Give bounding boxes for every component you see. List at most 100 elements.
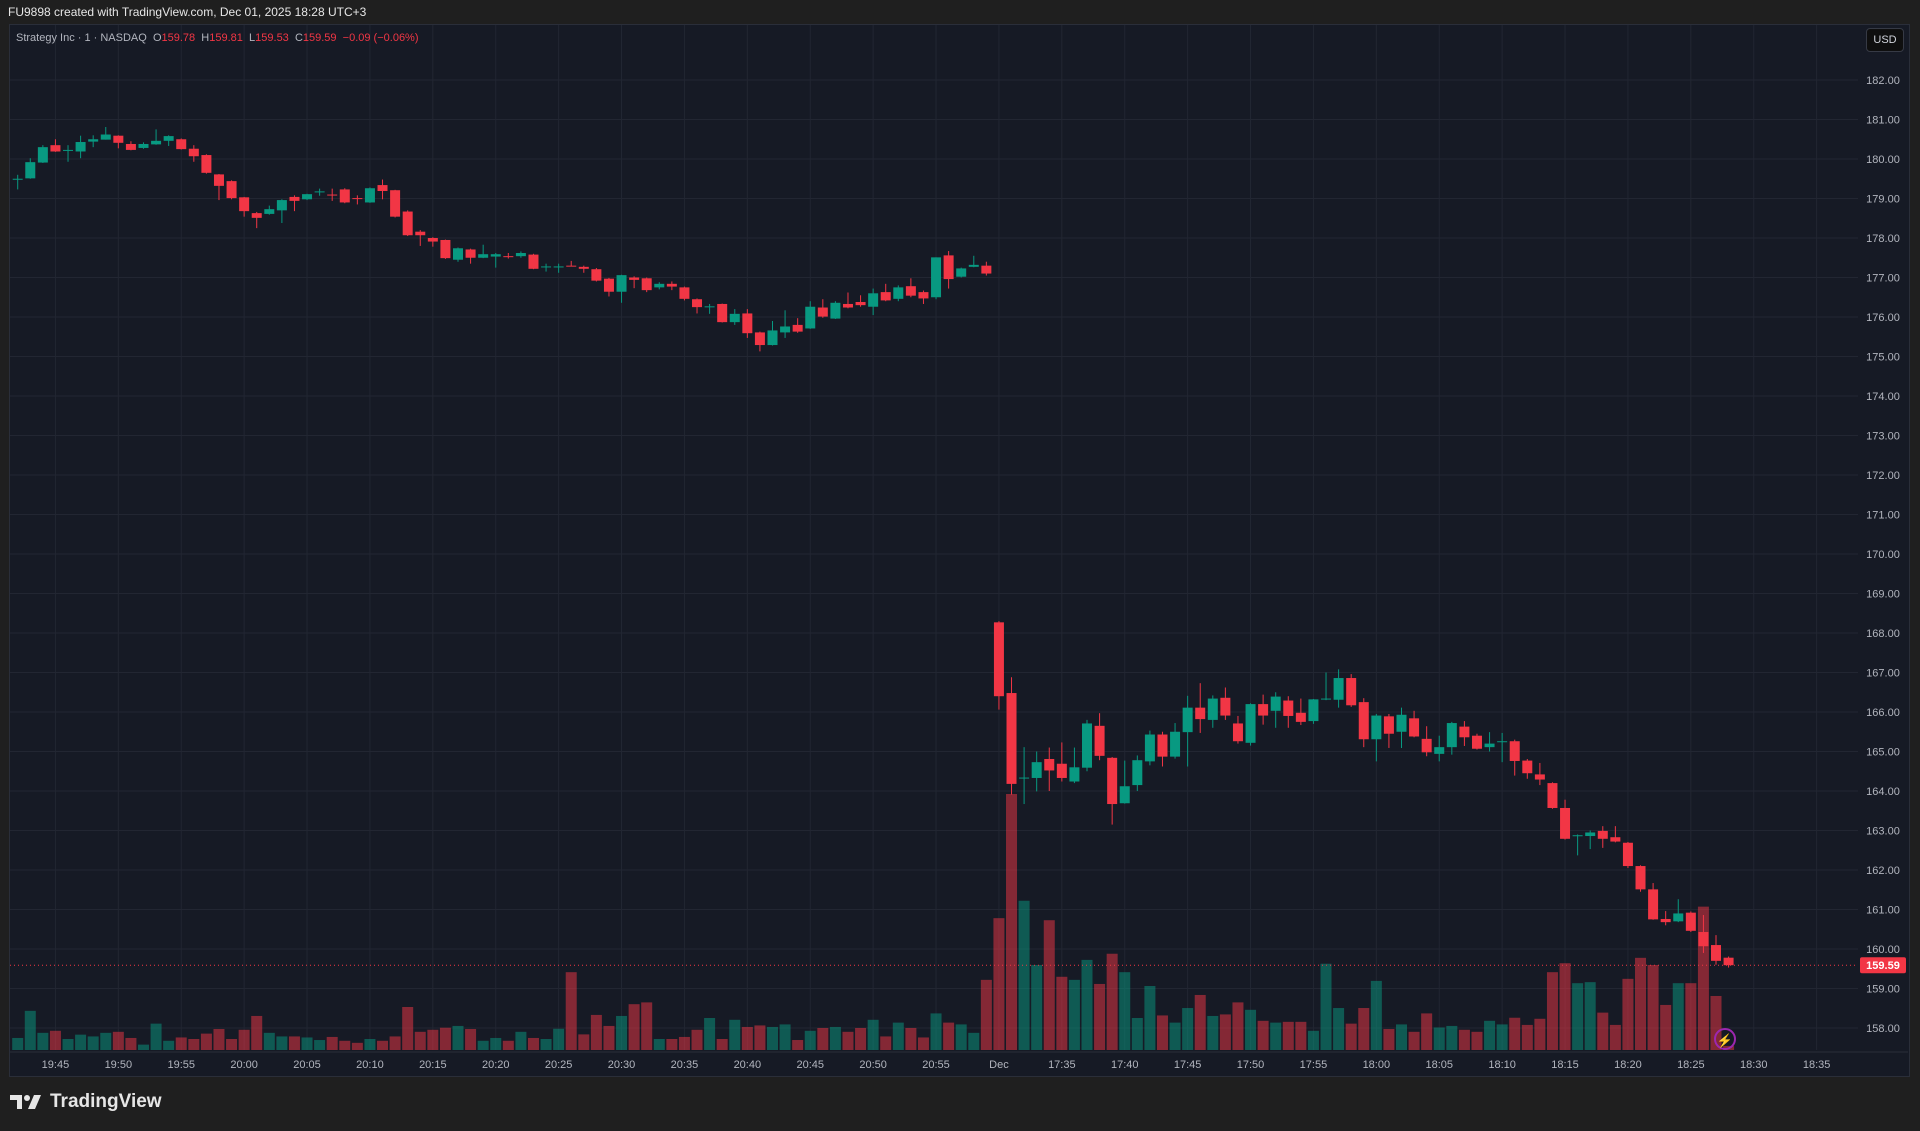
- price-tick-label: 161.00: [1866, 905, 1900, 917]
- candle-body: [956, 268, 967, 277]
- volume-bar: [389, 1036, 401, 1050]
- candle-body: [1245, 704, 1256, 743]
- volume-bar: [351, 1042, 363, 1050]
- volume-bar: [1534, 1018, 1546, 1050]
- tradingview-logo[interactable]: TradingView: [10, 1091, 162, 1113]
- candle-body: [1434, 747, 1445, 754]
- volume-bar: [251, 1015, 263, 1050]
- candle-body: [1321, 698, 1332, 700]
- candle-body: [1421, 738, 1432, 753]
- volume-bar: [1031, 965, 1043, 1050]
- time-tick-label: 19:55: [167, 1059, 195, 1071]
- candle-body: [37, 147, 48, 163]
- volume-bar: [955, 1024, 967, 1050]
- symbol-legend[interactable]: Strategy Inc · 1 · NASDAQ O159.78 H159.8…: [16, 32, 419, 44]
- volume-bar: [616, 1015, 628, 1050]
- candle-body: [390, 190, 401, 217]
- lightning-icon[interactable]: ⚡: [1714, 1028, 1736, 1050]
- candle-body: [968, 264, 979, 267]
- volume-bar: [1559, 963, 1571, 1050]
- candle-body: [226, 181, 237, 199]
- volume-bar: [1446, 1025, 1458, 1050]
- candle-body: [717, 303, 728, 323]
- candle-body: [50, 145, 61, 152]
- candle-body: [100, 134, 111, 140]
- currency-button[interactable]: USD: [1866, 28, 1904, 52]
- time-axis[interactable]: 19:45 19:50 19:55 20:00 20:05 20:10 20:15 20:20…: [42, 1059, 1831, 1071]
- volume-bar: [1282, 1021, 1294, 1050]
- symbol-name[interactable]: Strategy Inc · 1 · NASDAQ: [16, 32, 147, 44]
- time-tick-label: 18:30: [1740, 1059, 1768, 1071]
- candle-body: [1031, 762, 1042, 778]
- candle-body: [880, 292, 891, 301]
- candle-body: [151, 140, 162, 145]
- price-tick-label: 169.00: [1866, 589, 1900, 601]
- volume-bar: [439, 1027, 451, 1050]
- volume-bar: [1383, 1029, 1395, 1050]
- candle-body: [1522, 760, 1533, 774]
- candle-body: [1509, 741, 1520, 761]
- candle-body: [415, 231, 426, 236]
- candle-body: [25, 162, 36, 179]
- candle-body: [289, 196, 300, 201]
- candle-body: [1333, 678, 1344, 700]
- open-value: 159.78: [161, 32, 196, 44]
- candle-body: [138, 143, 149, 148]
- volume-bar: [175, 1037, 187, 1050]
- volume-bar: [1421, 1013, 1433, 1050]
- volume-bar: [867, 1019, 879, 1050]
- volume-bar: [1219, 1014, 1231, 1050]
- candle-body: [641, 278, 652, 291]
- volume-bar: [326, 1036, 338, 1050]
- candle-body: [1283, 700, 1294, 716]
- candle-body: [201, 155, 212, 173]
- volume-bar: [641, 1002, 653, 1050]
- volume-bar: [200, 1033, 212, 1050]
- candle-body: [754, 332, 765, 346]
- candle-body: [490, 254, 501, 257]
- volume-bar: [880, 1036, 892, 1050]
- candle-body: [163, 136, 174, 141]
- volume-bar: [1609, 1024, 1621, 1050]
- candle-body: [817, 307, 828, 317]
- candle-body: [566, 265, 577, 267]
- price-axis[interactable]: 182.00 181.00 180.00 179.00 178.00 177.00 176.…: [1866, 75, 1900, 1035]
- price-tick-label: 168.00: [1866, 628, 1900, 640]
- volume-bar: [100, 1032, 112, 1050]
- chart-panel[interactable]: [9, 24, 1910, 1077]
- candle-body: [1069, 767, 1080, 782]
- volume-bar: [1509, 1017, 1521, 1050]
- volume-bar: [364, 1038, 376, 1050]
- volume-bar: [1232, 1002, 1244, 1050]
- tradingview-logo-icon: [10, 1095, 41, 1109]
- volume-bar: [1597, 1012, 1609, 1050]
- volume-bar: [402, 1006, 414, 1050]
- volume-bar: [741, 1026, 753, 1050]
- candle-body: [377, 185, 388, 191]
- time-tick-label: 18:00: [1363, 1059, 1391, 1071]
- candle-body: [88, 139, 99, 142]
- volume-bar: [213, 1029, 225, 1050]
- candle-body: [1723, 957, 1734, 966]
- candle-body: [1673, 913, 1684, 922]
- candle-body: [931, 257, 942, 298]
- candle-body: [1534, 774, 1545, 780]
- volume-bar: [1207, 1015, 1219, 1050]
- candle-body: [1346, 678, 1357, 706]
- candle-body: [528, 254, 539, 269]
- candle-body: [855, 301, 866, 306]
- volume-bar: [1144, 986, 1156, 1050]
- price-tick-label: 165.00: [1866, 747, 1900, 759]
- volume-bar: [1194, 994, 1206, 1050]
- volume-bar: [1710, 995, 1722, 1050]
- candle-body: [1107, 757, 1118, 805]
- candle-body: [1220, 697, 1231, 716]
- time-tick-label: 17:55: [1300, 1059, 1328, 1071]
- candle-body: [1383, 716, 1394, 734]
- volume-bar: [792, 1040, 804, 1050]
- volume-bar: [465, 1029, 477, 1050]
- volume-bar: [729, 1019, 741, 1050]
- candle-body: [276, 200, 287, 211]
- brand-name: TradingView: [50, 1091, 162, 1112]
